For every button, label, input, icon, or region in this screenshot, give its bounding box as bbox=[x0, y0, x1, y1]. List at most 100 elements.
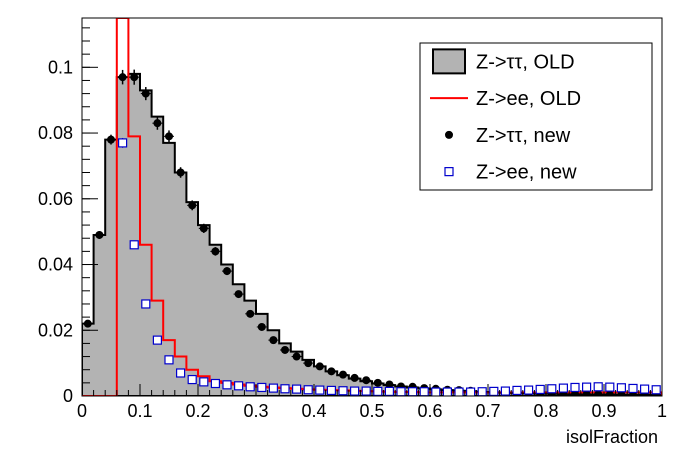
axes: 0 0.1 0.2 0.3 0.4 0.5 0.6 0.7 0.8 0.9 1 0 0.02 0.04 0.… bbox=[38, 17, 667, 447]
x-tick-label: 0.1 bbox=[127, 401, 152, 421]
zee-new-point bbox=[234, 381, 244, 391]
zee-new-point bbox=[129, 240, 139, 250]
ztautau-new-point bbox=[350, 373, 359, 382]
x-tick-label: 0.2 bbox=[185, 401, 210, 421]
ztautau-new-point bbox=[327, 367, 336, 376]
zee-new-point bbox=[477, 387, 487, 396]
zee-new-point bbox=[210, 378, 220, 389]
markers bbox=[82, 69, 662, 396]
y-tick-label: 0.1 bbox=[48, 57, 73, 77]
ztautau-new-point bbox=[257, 322, 266, 331]
zee-new-point bbox=[384, 386, 394, 396]
ztautau-new-point bbox=[362, 376, 371, 385]
ztautau-new-point bbox=[582, 390, 591, 396]
zee-new-point bbox=[547, 384, 557, 394]
zee-new-point bbox=[350, 386, 360, 396]
zee-new-point bbox=[152, 335, 162, 345]
zee-new-point bbox=[419, 387, 429, 396]
zee-new-point bbox=[535, 384, 545, 395]
zee-new-point bbox=[466, 387, 476, 396]
zee-new-point bbox=[326, 385, 336, 396]
zee-new-point bbox=[523, 385, 534, 395]
legend: Z->ττ, OLD Z->ee, OLD Z->ττ, new Z->ee, new bbox=[419, 42, 653, 191]
zee-new-point bbox=[187, 374, 197, 385]
zee-new-point bbox=[361, 386, 371, 396]
x-tick-label: 1 bbox=[657, 401, 667, 421]
zee-new-point bbox=[222, 380, 232, 390]
ztautau-new-point bbox=[153, 119, 162, 128]
zee-new-point bbox=[176, 368, 186, 378]
ztautau-new-point bbox=[373, 378, 382, 387]
x-axis-label: isolFraction bbox=[566, 427, 658, 447]
y-tick-label: 0.06 bbox=[38, 189, 73, 209]
zee-new-point bbox=[373, 386, 383, 396]
zee-new-point bbox=[500, 386, 510, 396]
zee-new-point bbox=[570, 382, 580, 393]
ztautau-new-point bbox=[211, 247, 220, 256]
zee-new-point bbox=[628, 383, 638, 394]
ztautau-new-point bbox=[130, 73, 139, 82]
x-tick-label: 0.9 bbox=[591, 401, 616, 421]
ztautau-new-point bbox=[199, 224, 208, 233]
zee-new-point bbox=[454, 387, 464, 396]
ztautau-new-point bbox=[118, 73, 127, 82]
legend-label: Z->ττ, OLD bbox=[476, 51, 575, 73]
legend-swatch-ztautau-new bbox=[445, 130, 453, 139]
zee-new-point bbox=[639, 384, 650, 394]
zee-new-point bbox=[396, 387, 406, 396]
ztautau-new-point bbox=[141, 89, 150, 98]
x-tick-label: 0.8 bbox=[533, 401, 558, 421]
y-tick-label: 0.04 bbox=[38, 255, 73, 275]
ztautau-new-point bbox=[605, 390, 614, 396]
ztautau-new-point bbox=[234, 290, 243, 299]
y-tick-label: 0.02 bbox=[38, 320, 73, 340]
ztautau-new-point bbox=[269, 336, 278, 345]
ztautau-new-point bbox=[315, 362, 324, 371]
zee-new-point bbox=[651, 385, 661, 395]
zee-new-point bbox=[141, 299, 151, 309]
ztautau-new-point bbox=[281, 345, 289, 354]
legend-label: Z->ττ, new bbox=[476, 125, 571, 147]
legend-label: Z->ee, new bbox=[476, 162, 577, 184]
zee-new-point bbox=[315, 385, 325, 395]
x-tick-label: 0 bbox=[77, 401, 87, 421]
ztautau-new-point bbox=[594, 390, 603, 396]
zee-new-point bbox=[593, 382, 603, 392]
ztautau-new-point bbox=[304, 359, 313, 368]
zee-new-point bbox=[199, 377, 209, 387]
zee-new-point bbox=[442, 387, 452, 396]
zee-new-point bbox=[257, 382, 267, 393]
zee-new-point bbox=[303, 385, 313, 395]
zee-new-point bbox=[117, 138, 128, 148]
x-tick-label: 0.7 bbox=[475, 401, 500, 421]
zee-new-point bbox=[431, 387, 441, 396]
zee-new-point bbox=[280, 384, 290, 394]
legend-swatch-zee-new bbox=[444, 167, 454, 177]
ztautau-new-point bbox=[83, 319, 92, 328]
zee-new-point bbox=[616, 383, 627, 393]
x-tick-label: 0.4 bbox=[301, 401, 326, 421]
y-tick-label: 0 bbox=[63, 386, 73, 406]
ztautau-new-point bbox=[223, 267, 231, 276]
ztautau-new-point bbox=[385, 380, 394, 389]
ztautau-new-point bbox=[292, 352, 301, 361]
zee-new-point bbox=[558, 383, 569, 393]
zee-new-point bbox=[605, 382, 615, 392]
ztautau-new-point bbox=[107, 135, 115, 144]
ztautau-new-point bbox=[95, 230, 104, 239]
ztautau-new-point bbox=[176, 168, 185, 177]
zee-new-point bbox=[164, 355, 174, 365]
ztautau-new-point bbox=[339, 370, 347, 379]
zee-new-point bbox=[245, 382, 255, 392]
legend-swatch-ztautau-old bbox=[432, 48, 466, 75]
zee-new-point bbox=[338, 386, 348, 396]
legend-label: Z->ee, OLD bbox=[476, 88, 581, 110]
y-tick-label: 0.08 bbox=[38, 123, 73, 143]
x-tick-label: 0.3 bbox=[243, 401, 268, 421]
zee-new-point bbox=[512, 385, 522, 396]
x-tick-label: 0.5 bbox=[359, 401, 384, 421]
zee-new-point bbox=[292, 384, 302, 394]
ztautau-new-point bbox=[165, 132, 173, 141]
